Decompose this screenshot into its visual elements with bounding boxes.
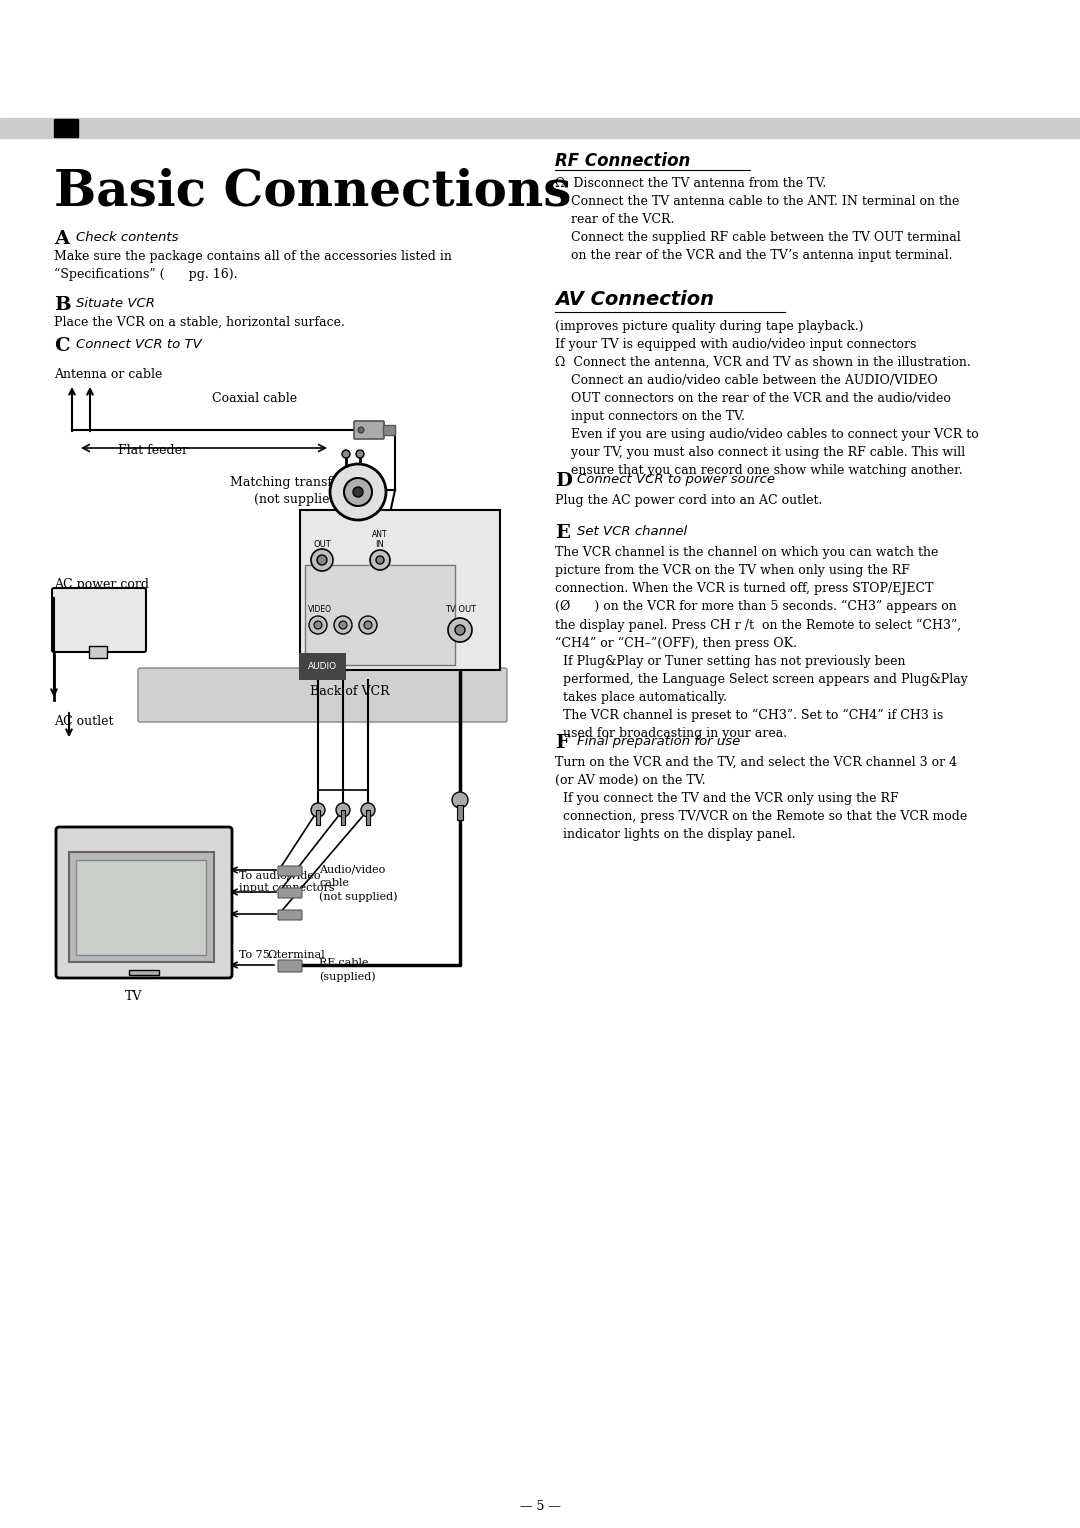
Text: Final preparation for use: Final preparation for use — [577, 735, 740, 749]
Text: C: C — [54, 338, 69, 354]
Text: Set VCR channel: Set VCR channel — [577, 526, 687, 538]
Bar — [0, 118, 1080, 138]
Text: Flat feeder: Flat feeder — [118, 445, 188, 457]
Text: Back of VCR: Back of VCR — [310, 685, 390, 698]
FancyBboxPatch shape — [278, 866, 302, 876]
Circle shape — [353, 487, 363, 497]
Circle shape — [311, 804, 325, 817]
Text: Plug the AC power cord into an AC outlet.: Plug the AC power cord into an AC outlet… — [555, 494, 822, 507]
Text: IN: IN — [376, 539, 384, 549]
Text: To audio/video
input connectors: To audio/video input connectors — [239, 869, 335, 894]
Text: To 75  terminal: To 75 terminal — [239, 950, 325, 960]
Bar — [366, 810, 370, 825]
Text: Matching transformer
      (not supplied): Matching transformer (not supplied) — [230, 477, 370, 506]
Circle shape — [376, 556, 384, 564]
FancyBboxPatch shape — [278, 888, 302, 898]
Circle shape — [364, 620, 372, 630]
Text: ANT: ANT — [373, 530, 388, 539]
Text: Make sure the package contains all of the accessories listed in
“Specifications”: Make sure the package contains all of th… — [54, 251, 451, 281]
Circle shape — [455, 625, 465, 636]
Text: VIDEO: VIDEO — [308, 605, 332, 614]
Circle shape — [345, 478, 372, 506]
Text: AC outlet: AC outlet — [54, 715, 113, 727]
Text: Antenna or cable: Antenna or cable — [54, 368, 162, 380]
Text: Coaxial cable: Coaxial cable — [212, 393, 297, 405]
Text: Audio/video
cable
(not supplied): Audio/video cable (not supplied) — [319, 865, 397, 902]
Circle shape — [309, 616, 327, 634]
Circle shape — [448, 617, 472, 642]
FancyBboxPatch shape — [354, 422, 384, 439]
Circle shape — [356, 451, 364, 458]
Text: OUT: OUT — [313, 539, 330, 549]
Bar — [89, 646, 107, 659]
Text: Check contents: Check contents — [76, 231, 178, 244]
Text: E: E — [555, 524, 570, 542]
Text: A: A — [54, 231, 69, 248]
Text: RF cable
(supplied): RF cable (supplied) — [319, 958, 376, 983]
Text: The VCR channel is the channel on which you can watch the
picture from the VCR o: The VCR channel is the channel on which … — [555, 545, 968, 741]
Circle shape — [370, 550, 390, 570]
FancyBboxPatch shape — [138, 668, 507, 723]
Circle shape — [357, 426, 364, 432]
Text: (improves picture quality during tape playback.)
If your TV is equipped with aud: (improves picture quality during tape pl… — [555, 319, 978, 477]
Circle shape — [314, 620, 322, 630]
Text: Situate VCR: Situate VCR — [76, 296, 156, 310]
Circle shape — [359, 616, 377, 634]
FancyBboxPatch shape — [56, 827, 232, 978]
FancyBboxPatch shape — [52, 588, 146, 652]
Circle shape — [336, 804, 350, 817]
Circle shape — [361, 804, 375, 817]
Text: RF Connection: RF Connection — [555, 151, 690, 170]
Text: F: F — [555, 733, 569, 752]
Bar — [457, 805, 463, 821]
Circle shape — [330, 465, 386, 520]
Circle shape — [318, 555, 327, 565]
Text: TV: TV — [125, 990, 143, 1002]
Text: Place the VCR on a stable, horizontal surface.: Place the VCR on a stable, horizontal su… — [54, 316, 345, 329]
Bar — [341, 810, 345, 825]
FancyBboxPatch shape — [278, 960, 302, 972]
Circle shape — [311, 549, 333, 571]
Text: AUDIO: AUDIO — [308, 662, 337, 671]
Text: Turn on the VCR and the TV, and select the VCR channel 3 or 4
(or AV mode) on th: Turn on the VCR and the TV, and select t… — [555, 756, 968, 840]
Bar — [69, 853, 214, 963]
Text: — 5 —: — 5 — — [519, 1500, 561, 1513]
Circle shape — [334, 616, 352, 634]
Bar — [316, 810, 320, 825]
Bar — [54, 119, 78, 138]
Text: Connect VCR to power source: Connect VCR to power source — [577, 474, 775, 486]
Text: Connect VCR to TV: Connect VCR to TV — [76, 338, 202, 351]
Text: AV Connection: AV Connection — [555, 290, 714, 309]
Circle shape — [453, 792, 468, 808]
Circle shape — [339, 620, 347, 630]
Circle shape — [342, 451, 350, 458]
Bar — [76, 860, 206, 955]
Text: Ω: Ω — [267, 950, 276, 960]
FancyBboxPatch shape — [278, 911, 302, 920]
Text: Basic Connections: Basic Connections — [54, 168, 571, 217]
Text: TV OUT: TV OUT — [445, 605, 476, 614]
Bar — [129, 970, 159, 975]
Text: AC power cord: AC power cord — [54, 578, 149, 591]
Bar — [383, 425, 395, 435]
Text: D: D — [555, 472, 572, 490]
Bar — [305, 565, 455, 665]
Bar — [300, 510, 500, 669]
Text: B: B — [54, 296, 70, 313]
Text: Ω  Disconnect the TV antenna from the TV.
    Connect the TV antenna cable to th: Ω Disconnect the TV antenna from the TV.… — [555, 177, 961, 261]
